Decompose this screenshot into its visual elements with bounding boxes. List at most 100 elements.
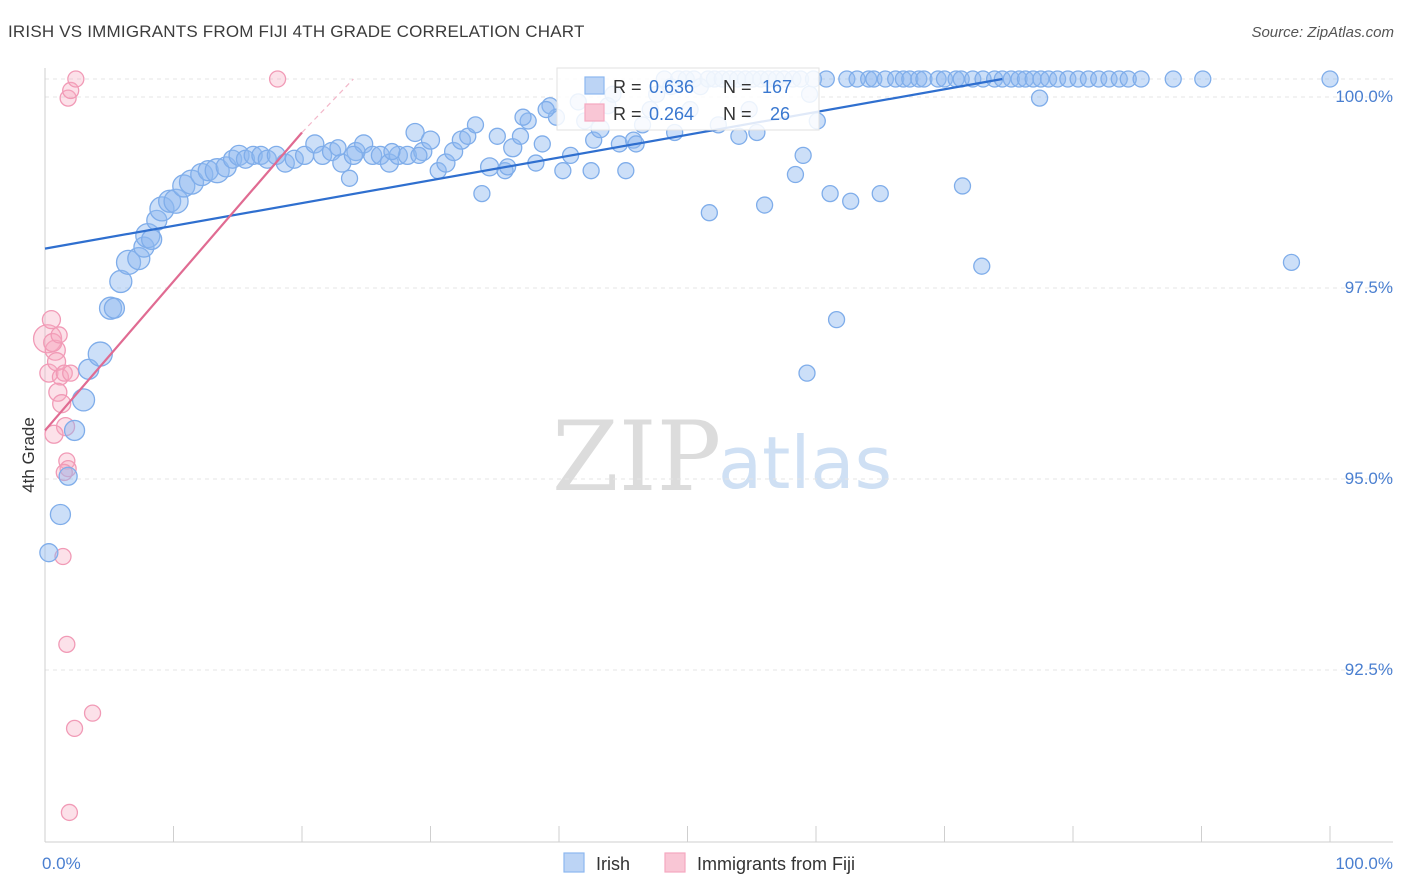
fiji-point [54, 547, 72, 566]
fiji-trend-extension [301, 78, 354, 133]
fiji-point [60, 803, 79, 822]
irish-point [617, 162, 635, 180]
irish-point [243, 145, 263, 166]
fiji-point [48, 382, 68, 402]
irish-point [488, 127, 506, 145]
irish-point [58, 466, 78, 486]
irish-point [755, 196, 774, 214]
irish-point [700, 204, 718, 222]
irish-point [157, 189, 182, 213]
x-tick-label: 0.0% [42, 854, 81, 873]
irish-point [794, 146, 812, 165]
fiji-point [55, 364, 73, 382]
bottom-legend-irish: Irish [596, 854, 630, 874]
legend-fiji-n-label: N = [723, 104, 752, 124]
fiji-trend-line [44, 131, 303, 432]
stats-legend: R = 0.636 N = 167 R = 0.264 N = 26 [556, 67, 820, 131]
irish-point [305, 134, 325, 154]
irish-point [479, 157, 500, 177]
bottom-legend-swatch-fiji [664, 852, 686, 873]
irish-point [929, 70, 947, 88]
irish-point [798, 364, 816, 382]
irish-point [973, 257, 991, 275]
irish-point [817, 70, 835, 88]
irish-point [420, 130, 441, 150]
irish-trend-line [44, 77, 1003, 250]
fiji-point [83, 704, 102, 722]
watermark-atlas: atlas [718, 421, 892, 505]
irish-point [39, 543, 59, 563]
irish-point [127, 246, 151, 271]
irish-point [405, 122, 425, 143]
irish-point [915, 70, 933, 88]
x-tick-label: 100.0% [1335, 854, 1393, 873]
irish-point [410, 146, 428, 165]
irish-point [1132, 70, 1150, 88]
fiji-series [32, 70, 287, 822]
legend-irish-n: 167 [762, 77, 792, 97]
irish-point [901, 70, 919, 88]
irish-point [63, 419, 86, 442]
irish-point [103, 297, 126, 319]
fiji-point [67, 70, 85, 88]
irish-point [284, 149, 304, 169]
legend-swatch-irish [584, 76, 605, 95]
irish-point [585, 131, 603, 149]
irish-point [1119, 70, 1137, 88]
irish-point [436, 153, 456, 173]
axes: 0.0% 100.0% [42, 68, 1393, 873]
legend-irish-n-label: N = [723, 77, 752, 97]
fiji-point [62, 364, 80, 382]
trend-lines [44, 77, 1003, 432]
irish-point [554, 162, 572, 180]
irish-point [1030, 89, 1049, 107]
irish-point [197, 160, 219, 182]
irish-point [871, 184, 889, 203]
y-axis-label: 4th Grade [19, 417, 38, 493]
irish-point [329, 139, 347, 157]
irish-point [1321, 70, 1339, 88]
irish-point [610, 135, 629, 153]
irish-point [1110, 70, 1128, 88]
fiji-point [58, 635, 76, 654]
irish-point [953, 177, 972, 195]
irish-point [98, 296, 123, 320]
irish-point [1194, 70, 1212, 88]
irish-point [363, 145, 383, 166]
legend-irish-r: 0.636 [649, 77, 694, 97]
irish-point [582, 162, 600, 180]
fiji-point [39, 363, 59, 383]
fiji-point [44, 424, 64, 444]
irish-point [910, 70, 928, 88]
grid-lines: 92.5% 95.0% 97.5% 100.0% [45, 78, 1393, 679]
irish-point [141, 228, 163, 251]
irish-point [87, 341, 113, 367]
irish-point [533, 135, 551, 153]
irish-point [473, 184, 491, 203]
source-credit: Source: ZipAtlas.com [1251, 24, 1394, 41]
irish-point [842, 192, 860, 210]
irish-point [827, 311, 846, 329]
irish-point [172, 174, 196, 198]
chart-title: IRISH VS IMMIGRANTS FROM FIJI 4TH GRADE … [8, 22, 585, 41]
watermark-zip: ZIP [552, 401, 721, 513]
fiji-point [268, 70, 287, 88]
y-tick-label: 97.5% [1345, 278, 1393, 297]
y-tick-label: 95.0% [1345, 469, 1393, 488]
irish-point [340, 169, 359, 187]
fiji-point [65, 719, 84, 738]
legend-fiji-r: 0.264 [649, 104, 694, 124]
legend-fiji-r-label: R = [613, 104, 642, 124]
irish-point [786, 165, 805, 184]
legend-fiji-n: 26 [770, 104, 790, 124]
bottom-legend-swatch-irish [563, 852, 585, 873]
irish-point [383, 142, 401, 161]
irish-point [730, 127, 748, 145]
legend-swatch-fiji [584, 103, 605, 122]
irish-point [511, 127, 530, 145]
fiji-point [50, 326, 68, 344]
y-tick-label: 100.0% [1335, 87, 1393, 106]
irish-point [1010, 70, 1028, 88]
bottom-legend-fiji: Immigrants from Fiji [697, 854, 855, 874]
